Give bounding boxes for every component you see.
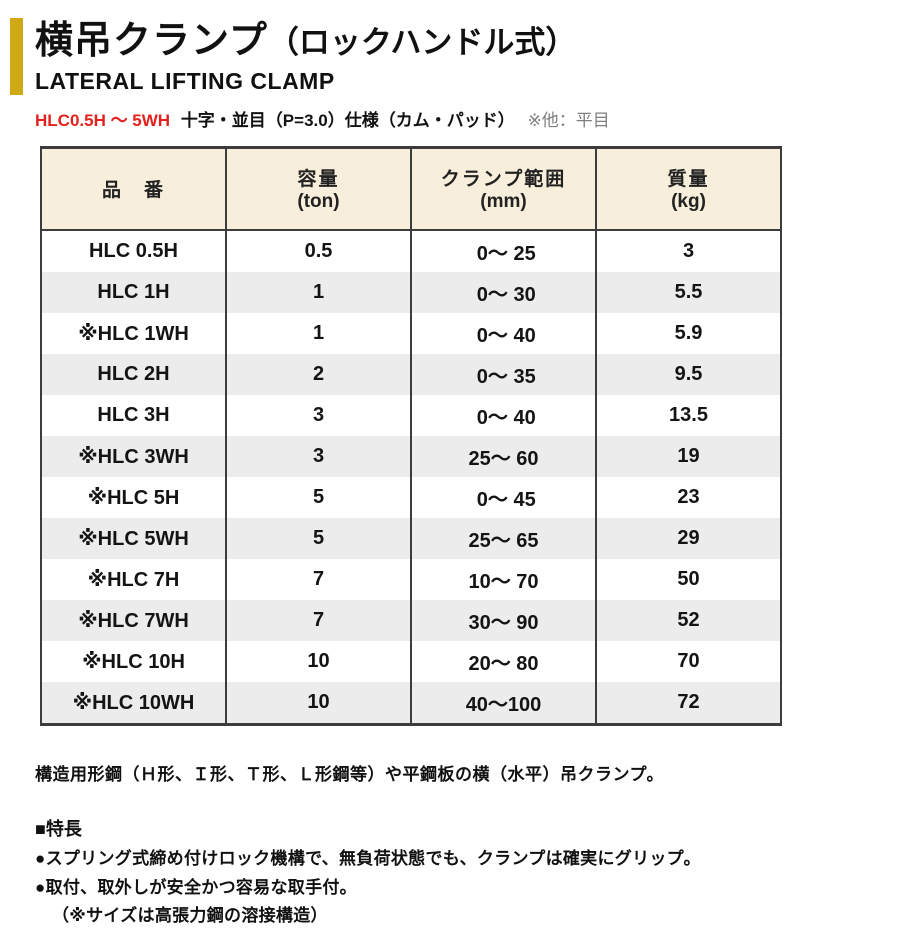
cell-range: 10～ 70 xyxy=(410,558,596,600)
cell-model: HLC 2H xyxy=(97,362,170,385)
cell-weight: 5.5 xyxy=(595,271,781,313)
col-header-range-sub: (mm) xyxy=(480,191,527,213)
feature-item: ●取付、取外しが安全かつ容易な取手付。 xyxy=(35,877,357,897)
spec-line: HLC0.5H ～ 5WH 十字・並目（P=3.0）仕様（カム・パッド） ※他：… xyxy=(35,106,870,131)
cell-range: 25～ 65 xyxy=(410,517,596,559)
table-row: ※HLC 3WH 3 25～ 60 19 xyxy=(41,435,781,477)
cell-range: 0～ 40 xyxy=(410,312,596,354)
page-title: 横吊クランプ（ロックハンドル式） xyxy=(35,20,576,64)
table-row: HLC 2H 2 0～ 35 9.5 xyxy=(41,353,781,395)
spec-table: 品 番 容量 (ton) クランプ範囲 (mm) 質量 (kg) HLC 0.5… xyxy=(40,145,782,726)
cell-model: ※HLC 10WH xyxy=(72,691,195,714)
cell-capacity: 10 xyxy=(225,640,411,682)
table-row: HLC 3H 3 0～ 40 13.5 xyxy=(41,394,781,436)
cell-capacity: 2 xyxy=(225,353,411,395)
feature-item: ●スプリング式締め付けロック機構で、無負荷状態でも、クランプは確実にグリップ。 xyxy=(35,848,701,868)
cell-weight: 23 xyxy=(595,476,781,518)
product-description: 構造用形鋼（Ｈ形、Ｉ形、Ｔ形、Ｌ形鋼等）や平鋼板の横（水平）吊クランプ。 xyxy=(35,764,664,784)
table-row: ※HLC 5H 5 0～ 45 23 xyxy=(41,476,781,518)
cell-range: 0～ 25 xyxy=(410,229,596,272)
feature-list: ●スプリング式締め付けロック機構で、無負荷状態でも、クランプは確実にグリップ。 … xyxy=(35,845,870,931)
col-header-range: クランプ範囲 (mm) xyxy=(410,147,596,231)
cell-range: 0～ 40 xyxy=(410,394,596,436)
page-header: 横吊クランプ（ロックハンドル式） LATERAL LIFTING CLAMP xyxy=(10,18,870,95)
table-row: ※HLC 7H 7 10～ 70 50 xyxy=(41,558,781,600)
cell-weight: 29 xyxy=(595,517,781,559)
page-title-suffix: （ロックハンドル式） xyxy=(267,25,577,60)
cell-capacity: 7 xyxy=(225,558,411,600)
cell-capacity: 1 xyxy=(225,312,411,354)
table-row: ※HLC 1WH 1 0～ 40 5.9 xyxy=(41,312,781,354)
cell-weight: 52 xyxy=(595,599,781,641)
cell-weight: 50 xyxy=(595,558,781,600)
cell-range: 0～ 30 xyxy=(410,271,596,313)
page-subtitle: LATERAL LIFTING CLAMP xyxy=(35,67,335,94)
cell-capacity: 5 xyxy=(225,476,411,518)
cell-range: 25～ 60 xyxy=(410,435,596,477)
cell-range: 40～100 xyxy=(410,681,596,725)
cell-weight: 19 xyxy=(595,435,781,477)
spec-table-head: 品 番 容量 (ton) クランプ範囲 (mm) 質量 (kg) xyxy=(41,147,781,231)
cell-model: ※HLC 7WH xyxy=(78,609,189,632)
col-header-model: 品 番 xyxy=(41,147,226,231)
catalog-page: 横吊クランプ（ロックハンドル式） LATERAL LIFTING CLAMP H… xyxy=(10,18,870,925)
cell-weight: 5.9 xyxy=(595,312,781,354)
col-header-capacity-label: 容量 xyxy=(297,169,340,191)
features-section: ■特長 ●スプリング式締め付けロック機構で、無負荷状態でも、クランプは確実にグリ… xyxy=(35,815,870,931)
col-header-model-label: 品 番 xyxy=(101,180,165,202)
table-row: ※HLC 5WH 5 25～ 65 29 xyxy=(41,517,781,559)
cell-weight: 70 xyxy=(595,640,781,682)
features-heading: ■特長 xyxy=(35,818,82,839)
cell-model: ※HLC 3WH xyxy=(78,445,189,468)
cell-model: HLC 1H xyxy=(97,280,170,303)
cell-model: ※HLC 5WH xyxy=(78,527,189,550)
cell-capacity: 1 xyxy=(225,271,411,313)
cell-range: 0～ 45 xyxy=(410,476,596,518)
col-header-range-label: クランプ範囲 xyxy=(440,169,567,191)
cell-capacity: 5 xyxy=(225,517,411,559)
cell-weight: 3 xyxy=(595,229,781,272)
cell-range: 30～ 90 xyxy=(410,599,596,641)
col-header-weight-sub: (kg) xyxy=(671,191,706,213)
cell-range: 20～ 80 xyxy=(410,640,596,682)
spec-table-body: HLC 0.5H 0.5 0～ 25 3 HLC 1H 1 0～ 30 5.5 ※HLC 1… xyxy=(41,229,781,725)
title-block: 横吊クランプ（ロックハンドル式） LATERAL LIFTING CLAMP xyxy=(35,18,576,95)
cell-weight: 13.5 xyxy=(595,394,781,436)
spec-model-range: HLC0.5H ～ 5WH xyxy=(35,110,171,130)
accent-bar xyxy=(10,18,23,95)
col-header-weight-label: 質量 xyxy=(667,169,710,191)
cell-capacity: 3 xyxy=(225,394,411,436)
col-header-capacity: 容量 (ton) xyxy=(225,147,411,231)
spec-description: 十字・並目（P=3.0）仕様（カム・パッド） xyxy=(180,110,515,130)
cell-weight: 9.5 xyxy=(595,353,781,395)
cell-model: HLC 0.5H xyxy=(89,239,178,262)
cell-weight: 72 xyxy=(595,681,781,725)
cell-model: ※HLC 1WH xyxy=(78,322,189,345)
table-row: ※HLC 10H 10 20～ 80 70 xyxy=(41,640,781,682)
cell-capacity: 10 xyxy=(225,681,411,725)
cell-capacity: 3 xyxy=(225,435,411,477)
page-title-main: 横吊クランプ xyxy=(35,20,268,62)
cell-range: 0～ 35 xyxy=(410,353,596,395)
cell-model: ※HLC 10H xyxy=(82,650,185,673)
cell-model: ※HLC 7H xyxy=(87,568,180,591)
col-header-weight: 質量 (kg) xyxy=(595,147,781,231)
spec-note: ※他：平目 xyxy=(527,110,610,130)
table-row: ※HLC 7WH 7 30～ 90 52 xyxy=(41,599,781,641)
table-row: ※HLC 10WH 10 40～100 72 xyxy=(41,681,781,725)
table-row: HLC 0.5H 0.5 0～ 25 3 xyxy=(41,229,781,272)
table-header-row: 品 番 容量 (ton) クランプ範囲 (mm) 質量 (kg) xyxy=(41,147,781,231)
cell-model: ※HLC 5H xyxy=(87,486,180,509)
col-header-capacity-sub: (ton) xyxy=(297,191,340,213)
cell-capacity: 0.5 xyxy=(225,229,411,272)
cell-capacity: 7 xyxy=(225,599,411,641)
table-row: HLC 1H 1 0～ 30 5.5 xyxy=(41,271,781,313)
features-note: （※サイズは高張力鋼の溶接構造） xyxy=(52,906,328,926)
cell-model: HLC 3H xyxy=(97,403,170,426)
